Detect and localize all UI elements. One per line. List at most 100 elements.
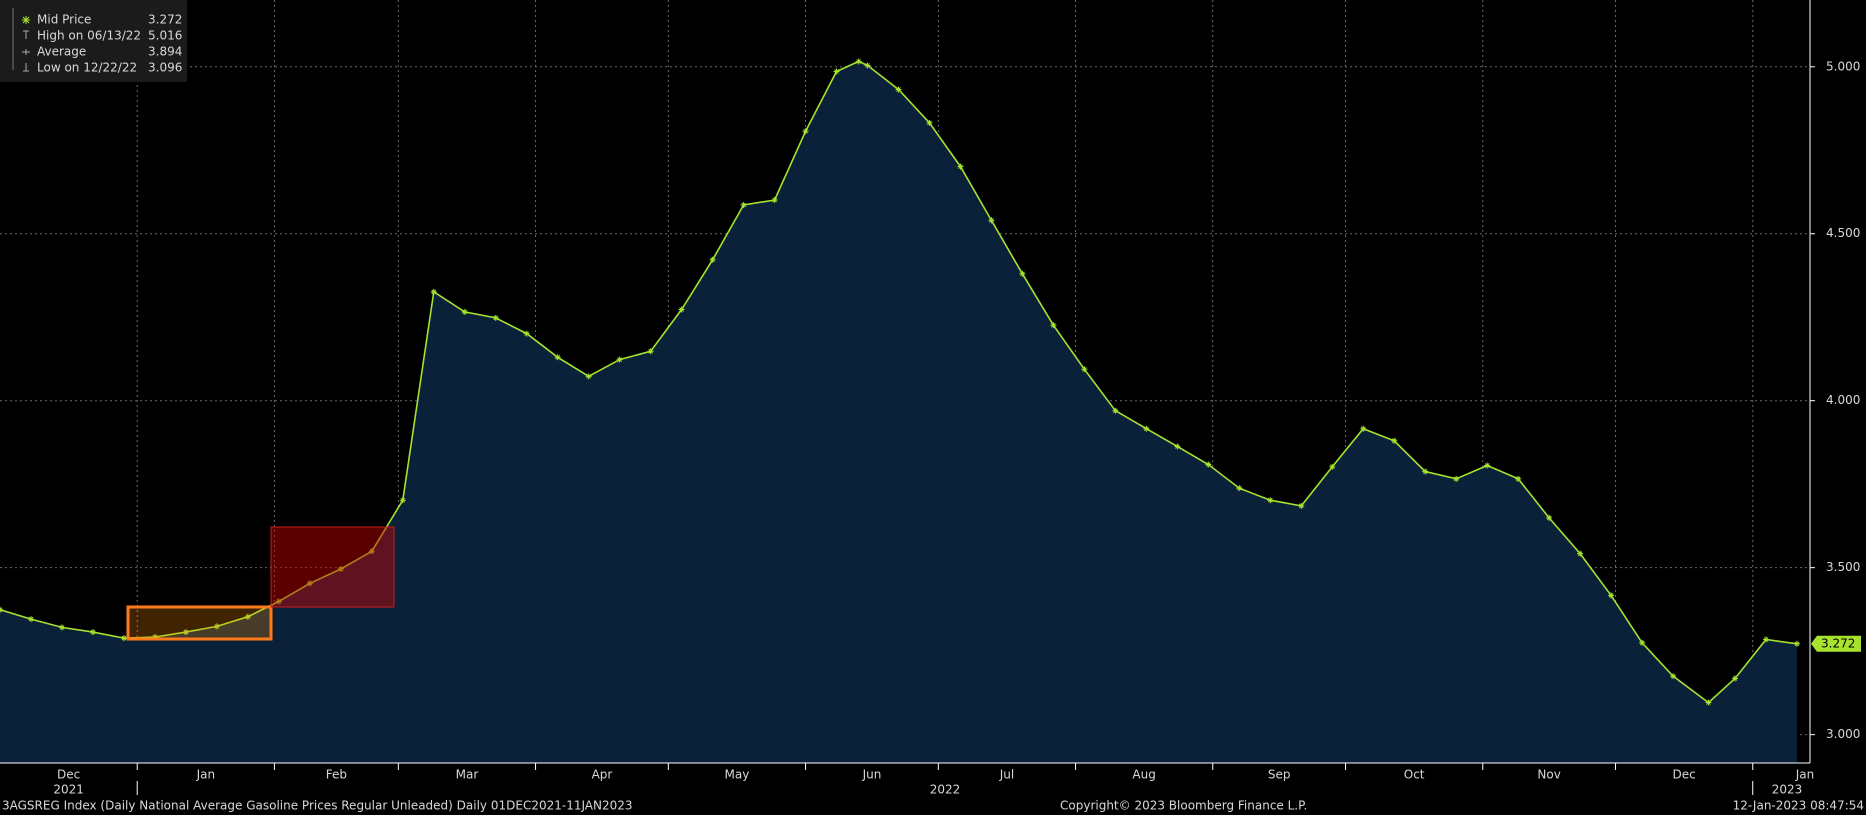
marker (864, 62, 871, 69)
marker (1112, 407, 1119, 414)
marker (926, 119, 933, 126)
marker (1329, 463, 1336, 470)
marker (523, 330, 530, 337)
year-label: 2022 (930, 783, 961, 797)
y-tick-label: 4.000 (1826, 393, 1860, 407)
marker (1577, 550, 1584, 557)
highlight-box (126, 605, 273, 641)
marker (988, 217, 995, 224)
marker (1670, 673, 1677, 680)
marker (430, 288, 437, 295)
plot-area (0, 0, 1809, 763)
x-tick-label: Jun (862, 768, 882, 782)
marker (647, 348, 654, 355)
marker (337, 565, 344, 572)
x-tick-label: Apr (592, 768, 613, 782)
x-tick-label: Jan (196, 768, 216, 782)
marker (1763, 636, 1770, 643)
marker (895, 86, 902, 93)
marker (368, 548, 375, 555)
marker (306, 580, 313, 587)
marker (182, 629, 189, 636)
legend-value: 3.272 (148, 13, 182, 27)
marker (1484, 462, 1491, 469)
legend-value: 5.016 (148, 29, 182, 43)
marker (1515, 475, 1522, 482)
legend-icon (23, 30, 29, 39)
x-tick-label: Dec (1673, 768, 1696, 782)
marker (678, 306, 685, 313)
marker (740, 202, 747, 209)
marker (1639, 639, 1646, 646)
marker (244, 613, 251, 620)
y-tick-label: 5.000 (1826, 59, 1860, 73)
legend-box (0, 0, 187, 82)
legend-label: Mid Price (37, 13, 91, 27)
marker (1143, 425, 1150, 432)
marker (833, 68, 840, 75)
marker (1019, 270, 1026, 277)
marker (616, 356, 623, 363)
line (0, 60, 1798, 704)
legend-label: Average (37, 45, 86, 59)
marker (1267, 497, 1274, 504)
year-label: 2021 (53, 783, 84, 797)
marker (1081, 366, 1088, 373)
x-tick-label: Oct (1404, 768, 1425, 782)
marker (120, 635, 127, 642)
source-note: 3AGSREG Index (Daily National Average Ga… (2, 799, 633, 813)
marker (492, 314, 499, 321)
marker (709, 256, 716, 263)
marker (1360, 425, 1367, 432)
legend: Mid Price 3.272 High on 06/13/22 5.016 Avera… (0, 0, 187, 82)
marker (855, 58, 862, 65)
marker (1732, 675, 1739, 682)
area (0, 61, 1797, 763)
marker (1794, 640, 1800, 647)
marker (802, 128, 809, 135)
marker (1608, 592, 1615, 599)
marker (151, 634, 158, 641)
y-tick-label: 4.500 (1826, 226, 1860, 240)
marker (275, 598, 282, 605)
marker (1546, 514, 1553, 521)
marker (1453, 475, 1460, 482)
marker (585, 373, 592, 380)
marker (213, 623, 220, 630)
marker (27, 616, 34, 623)
legend-value: 3.096 (148, 61, 182, 75)
marker (399, 497, 406, 504)
x-tick-label: Dec (57, 768, 80, 782)
legend-label: Low on 12/22/22 (37, 61, 137, 75)
last-value-tag (1811, 635, 1861, 652)
marker (89, 629, 96, 636)
marker (58, 624, 65, 631)
legend-label: High on 06/13/22 (37, 29, 141, 43)
marker (1298, 502, 1305, 509)
marker (1205, 461, 1212, 468)
marker (461, 308, 468, 315)
marker (554, 354, 561, 361)
marker (957, 163, 964, 170)
marker (1705, 699, 1712, 706)
x-tick-label: Sep (1268, 768, 1291, 782)
x-tick-label: Aug (1132, 768, 1155, 782)
y-tick-label: 3.500 (1826, 560, 1860, 574)
x-tick-label: Mar (456, 768, 479, 782)
legend-icon (22, 49, 30, 55)
marker (1050, 322, 1057, 329)
copyright: Copyright© 2023 Bloomberg Finance L.P. (1060, 799, 1307, 813)
x-tick-label: May (725, 768, 750, 782)
legend-icon (22, 16, 30, 24)
marker (1236, 485, 1243, 492)
x-tick-label: Jan (1795, 768, 1815, 782)
timestamp: 12-Jan-2023 08:47:54 (1733, 799, 1864, 813)
last-value-label: 3.272 (1821, 636, 1855, 650)
y-tick-label: 3.000 (1826, 727, 1860, 741)
legend-value: 3.894 (148, 45, 182, 59)
legend-icon (23, 63, 29, 72)
x-tick-label: Feb (326, 768, 347, 782)
year-label: 2023 (1772, 783, 1803, 797)
